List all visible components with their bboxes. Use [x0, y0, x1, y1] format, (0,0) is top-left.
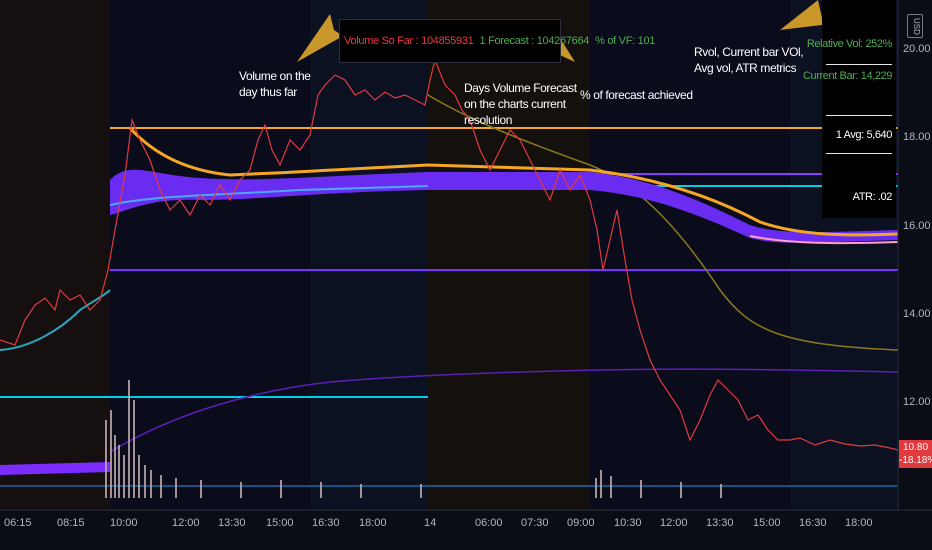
pink-band-edge [749, 235, 899, 245]
cyan-early-line [0, 289, 111, 351]
arrow-to-forecast-box [297, 14, 343, 62]
pct-vf-text: % of VF: 101 [595, 35, 656, 47]
annotation-pct-achieved: % of forecast achieved [580, 88, 693, 102]
metrics-table: Relative Vol: 252% Current Bar: 14,229 1… [803, 0, 896, 218]
time-tick: 18:00 [359, 517, 387, 529]
relative-vol-text: Relative Vol: 252% [806, 38, 893, 50]
time-tick: 16:30 [312, 517, 340, 529]
volume-bars [105, 380, 722, 498]
time-tick: 15:00 [266, 517, 294, 529]
time-tick: 13:30 [218, 517, 246, 529]
time-tick: 13:30 [706, 517, 734, 529]
session-backgrounds [0, 0, 898, 510]
arrow-to-metrics-table [780, 0, 830, 30]
blue-vwap-edge [109, 185, 429, 206]
time-tick: 10:30 [614, 517, 642, 529]
orange-vwap-line [128, 126, 899, 237]
time-tick: 06:00 [475, 517, 503, 529]
time-tick: 15:00 [753, 517, 781, 529]
price-tick: 16.00 [903, 220, 931, 232]
time-tick: 12:00 [172, 517, 200, 529]
price-tick: 14.00 [903, 308, 931, 320]
time-tick: 09:00 [567, 517, 595, 529]
purple-band-bottom [0, 462, 110, 475]
volume-forecast-box: Volume So Far : 104855931 1 Forecast : 1… [339, 19, 655, 63]
time-axis[interactable] [0, 510, 932, 550]
time-tick: 16:30 [799, 517, 827, 529]
annotation-rvol-metrics: Rvol, Current bar VOl, Avg vol, ATR metr… [694, 45, 804, 75]
price-axis[interactable] [898, 0, 932, 510]
olive-forecast-line [427, 94, 899, 351]
metrics-separator [826, 64, 892, 65]
price-tick: 20.00 [903, 43, 931, 55]
current-bar-text: Current Bar: 14,229 [802, 70, 892, 82]
currency-badge[interactable]: USD [907, 14, 923, 38]
last-price-tag: 10.80 -18.18% [899, 440, 932, 468]
price-tick: 12.00 [903, 396, 931, 408]
price-line [0, 58, 899, 451]
time-tick: 06:15 [4, 517, 32, 529]
annotation-days-forecast: Days Volume Forecast on the charts curre… [464, 81, 577, 127]
price-change-value: -18.18% [899, 455, 932, 466]
price-tick: 18.00 [903, 131, 931, 143]
time-tick: 18:00 [845, 517, 873, 529]
purple-thin-curve [109, 368, 899, 453]
metrics-separator [826, 115, 892, 116]
time-tick: 07:30 [521, 517, 549, 529]
forecast-text: 1 Forecast : 104267664 [479, 35, 590, 47]
time-tick: 14 [424, 517, 436, 529]
purple-vwap-band [110, 169, 898, 243]
annotation-volume-day: Volume on the day thus far [239, 69, 311, 99]
time-tick: 08:15 [57, 517, 85, 529]
time-tick: 12:00 [660, 517, 688, 529]
avg-vol-text: 1 Avg: 5,640 [835, 129, 893, 141]
volume-so-far-text: Volume So Far : 104855931 [344, 35, 474, 47]
last-price-value: 10.80 [902, 442, 929, 453]
atr-text: ATR: .02 [852, 191, 893, 203]
time-tick: 10:00 [110, 517, 138, 529]
metrics-separator [826, 153, 892, 154]
